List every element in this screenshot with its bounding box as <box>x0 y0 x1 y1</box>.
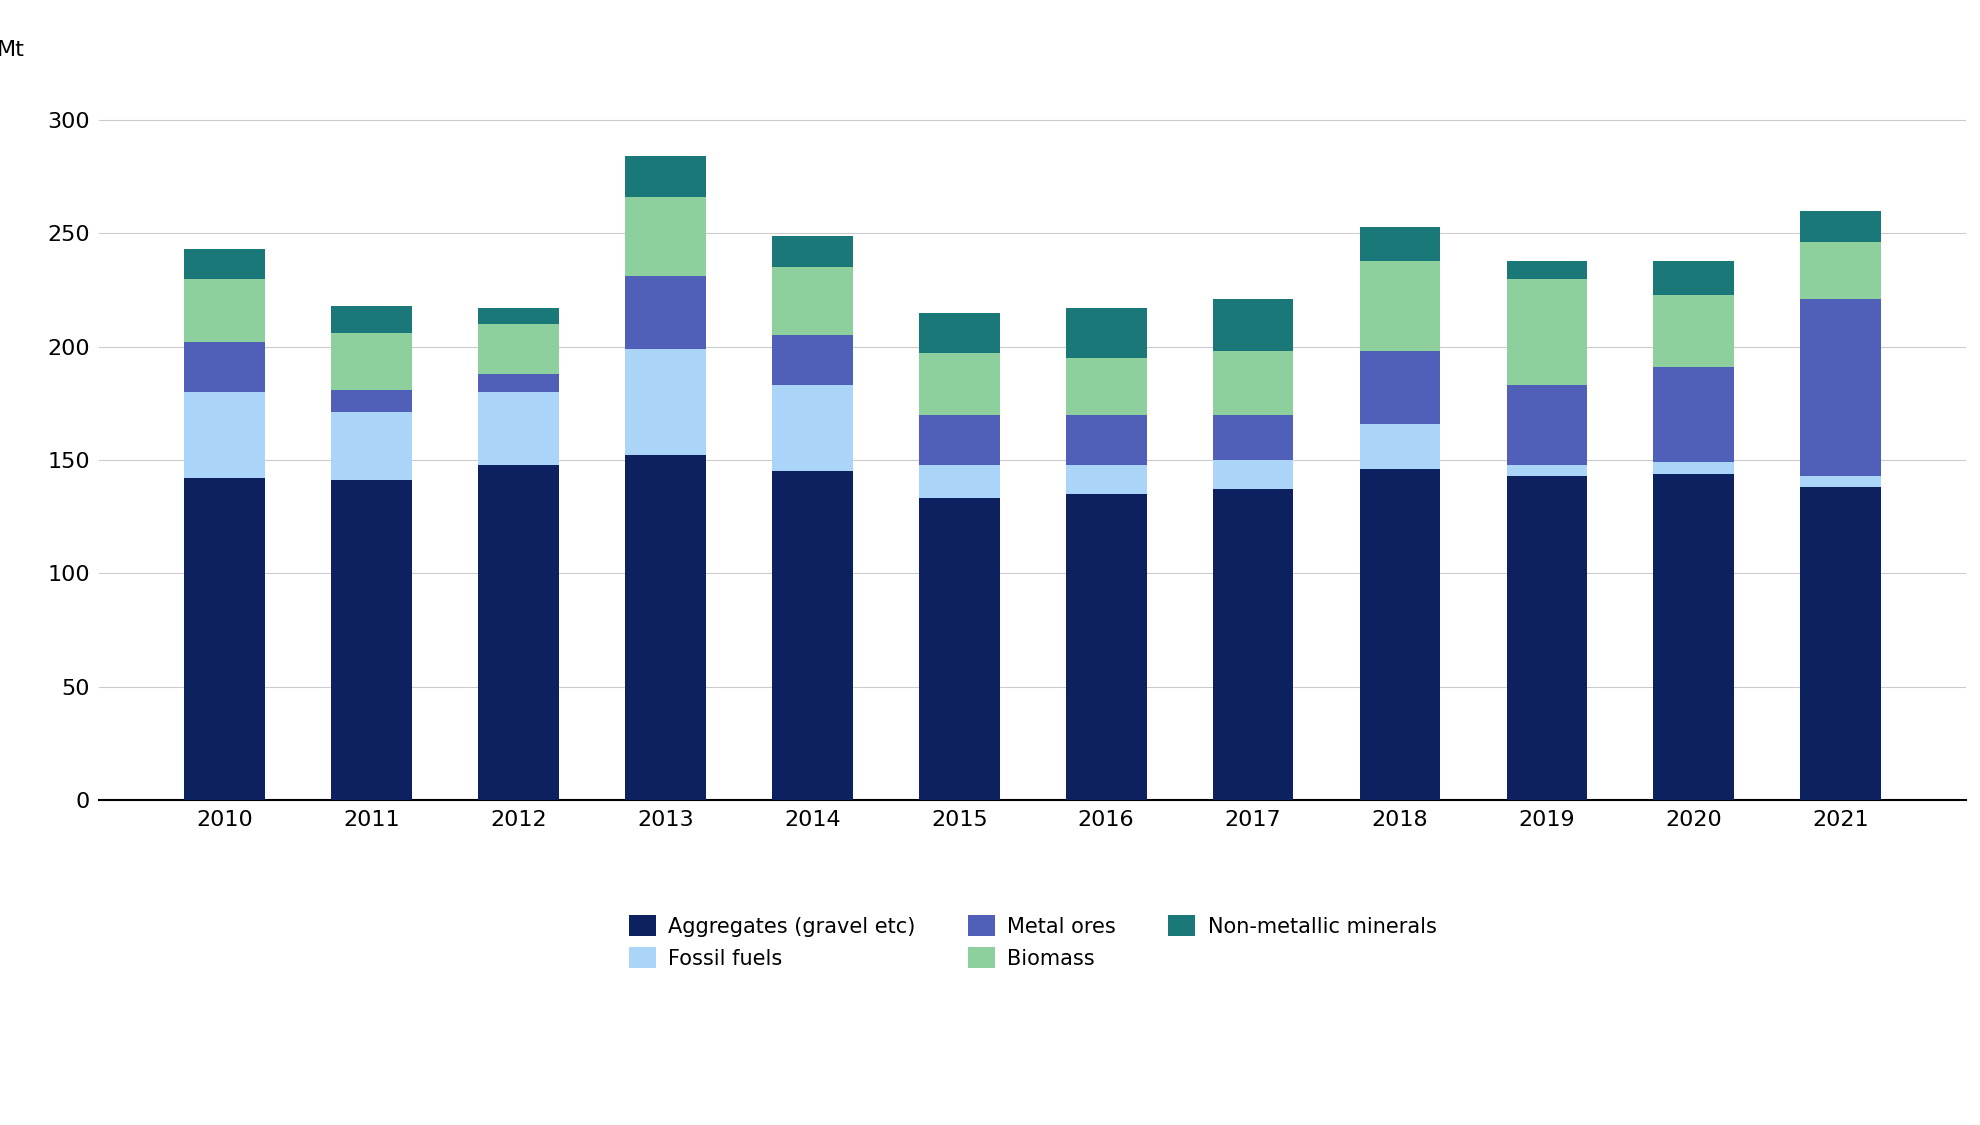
Bar <box>626 456 705 800</box>
Bar <box>1358 469 1439 800</box>
Bar <box>1505 261 1586 279</box>
Bar <box>1800 476 1881 487</box>
Bar <box>626 277 705 349</box>
Bar <box>1212 415 1293 460</box>
Bar <box>1358 226 1439 261</box>
Bar <box>1505 465 1586 476</box>
Bar <box>477 308 558 324</box>
Bar <box>1505 476 1586 800</box>
Bar <box>919 353 1000 415</box>
Bar <box>1358 261 1439 351</box>
Bar <box>772 471 851 800</box>
Bar <box>1065 308 1146 358</box>
Bar <box>331 413 412 480</box>
Bar <box>626 349 705 456</box>
Bar <box>1800 487 1881 800</box>
Bar <box>477 392 558 465</box>
Text: Mt: Mt <box>0 40 24 61</box>
Bar <box>626 197 705 277</box>
Bar <box>1653 261 1732 295</box>
Bar <box>919 498 1000 800</box>
Bar <box>1065 415 1146 465</box>
Bar <box>184 392 265 478</box>
Bar <box>1800 243 1881 299</box>
Bar <box>1800 210 1881 243</box>
Bar <box>1505 279 1586 385</box>
Bar <box>1800 299 1881 476</box>
Bar <box>1212 299 1293 351</box>
Bar <box>1653 462 1732 474</box>
Bar <box>1505 385 1586 465</box>
Bar <box>1358 424 1439 469</box>
Bar <box>772 235 851 268</box>
Bar <box>1212 460 1293 489</box>
Bar <box>626 156 705 197</box>
Bar <box>1065 358 1146 415</box>
Bar <box>772 335 851 385</box>
Bar <box>184 279 265 342</box>
Bar <box>1065 465 1146 494</box>
Bar <box>477 465 558 800</box>
Bar <box>1212 351 1293 415</box>
Bar <box>919 415 1000 465</box>
Bar <box>1065 494 1146 800</box>
Bar <box>331 480 412 800</box>
Bar <box>331 333 412 389</box>
Bar <box>184 342 265 392</box>
Bar <box>184 250 265 279</box>
Bar <box>184 478 265 800</box>
Bar <box>772 268 851 335</box>
Bar <box>477 324 558 374</box>
Bar <box>772 385 851 471</box>
Legend: Aggregates (gravel etc), Fossil fuels, Metal ores, Biomass, Non-metallic mineral: Aggregates (gravel etc), Fossil fuels, M… <box>618 904 1445 979</box>
Bar <box>331 389 412 413</box>
Bar <box>1358 351 1439 424</box>
Bar <box>331 306 412 333</box>
Bar <box>1653 367 1732 462</box>
Bar <box>1212 489 1293 800</box>
Bar <box>919 465 1000 498</box>
Bar <box>919 313 1000 353</box>
Bar <box>1653 474 1732 800</box>
Bar <box>477 374 558 391</box>
Bar <box>1653 295 1732 367</box>
